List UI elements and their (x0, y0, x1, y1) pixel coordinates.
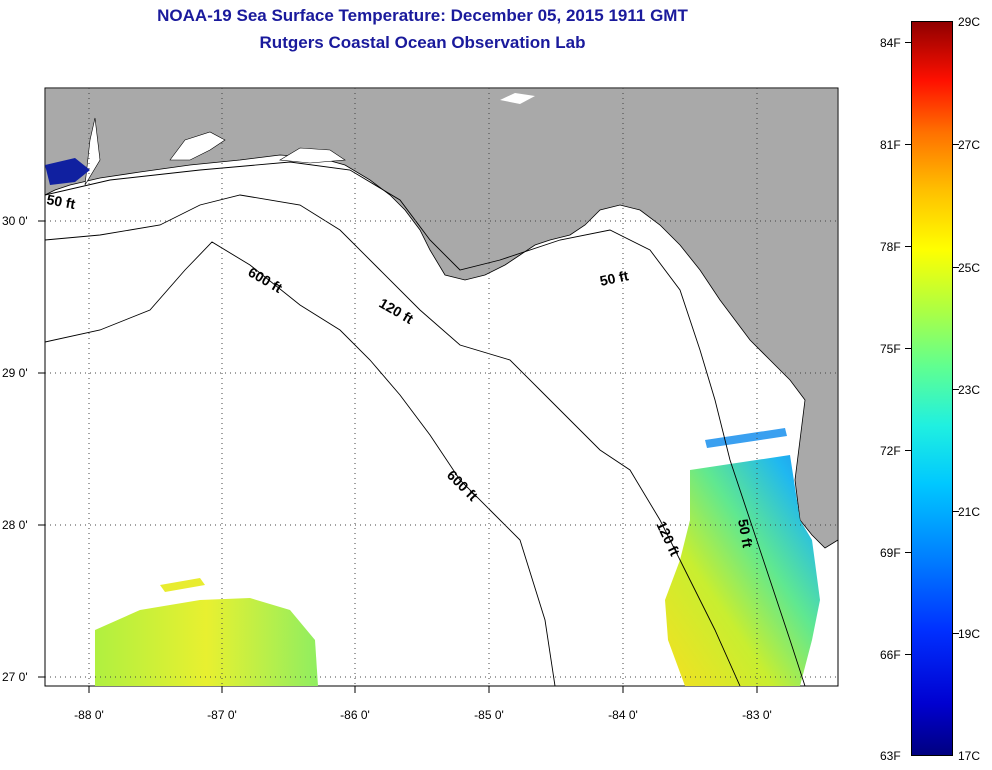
colorbar-f-63: 63F (880, 749, 901, 763)
sst-swath-west (95, 598, 318, 686)
lat-label-28: 28 0' (2, 518, 28, 532)
cb-tick (953, 389, 959, 390)
cb-tick (905, 144, 911, 145)
cb-tick (905, 348, 911, 349)
contour-label-50ft-south: 50 ft (735, 518, 756, 549)
lat-label-30: 30 0' (2, 214, 28, 228)
lon-label-87: -87 0' (207, 708, 237, 722)
frame-ticks (38, 220, 758, 693)
cb-tick (953, 633, 959, 634)
colorbar-f-66: 66F (880, 648, 901, 662)
map-subtitle: Rutgers Coastal Ocean Observation Lab (259, 33, 586, 52)
colorbar-f-81: 81F (880, 138, 901, 152)
cb-tick (953, 511, 959, 512)
lon-label-85: -85 0' (474, 708, 504, 722)
graticule (45, 88, 838, 686)
lon-label-86: -86 0' (340, 708, 370, 722)
cb-tick (905, 42, 911, 43)
cb-tick (953, 144, 959, 145)
cb-tick (905, 552, 911, 553)
contour-120ft (45, 194, 741, 686)
choctawhatchee-bay (279, 147, 346, 164)
sst-patch-small (160, 578, 205, 592)
cb-tick (953, 267, 959, 268)
sst-patch-coast (45, 158, 90, 185)
colorbar-f-75: 75F (880, 342, 901, 356)
colorbar-f-84: 84F (880, 36, 901, 50)
lon-label-84: -84 0' (608, 708, 638, 722)
contour-50ft (45, 161, 806, 686)
pensacola-bay (169, 131, 226, 161)
lon-label-88: -88 0' (74, 708, 104, 722)
inland-lake (500, 93, 535, 104)
colorbar-c-19: 19C (958, 627, 981, 641)
colorbar-c-27: 27C (958, 138, 981, 152)
colorbar-c-29: 29C (958, 15, 981, 29)
colorbar-c-25: 25C (958, 261, 981, 275)
contour-label-50ft-west: 50 ft (45, 191, 76, 212)
colorbar-c-23: 23C (958, 383, 981, 397)
cb-tick (905, 246, 911, 247)
contour-label-50ft-east: 50 ft (598, 267, 630, 289)
lat-label-29: 29 0' (2, 366, 28, 380)
colorbar-f-78: 78F (880, 240, 901, 254)
colorbar-f-69: 69F (880, 546, 901, 560)
land-mass (45, 88, 838, 549)
sst-swath-east (665, 455, 820, 686)
lon-label-83: -83 0' (742, 708, 772, 722)
colorbar-f-72: 72F (880, 444, 901, 458)
temperature-colorbar (911, 21, 953, 756)
lat-label-27: 27 0' (2, 670, 28, 684)
map-title: NOAA-19 Sea Surface Temperature: Decembe… (157, 6, 688, 25)
colorbar-c-17: 17C (958, 749, 981, 763)
cb-tick (905, 450, 911, 451)
cb-tick (905, 654, 911, 655)
colorbar-c-21: 21C (958, 505, 981, 519)
